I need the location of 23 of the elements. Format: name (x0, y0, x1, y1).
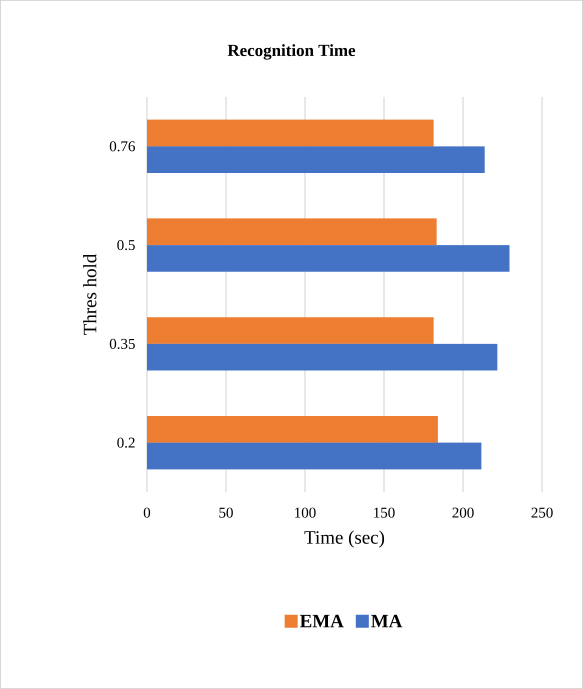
x-tick-label: 250 (532, 508, 553, 518)
bar (146, 344, 498, 371)
x-tick-label: 150 (374, 508, 395, 518)
y-tick-label: 0.5 (117, 240, 135, 250)
x-tick-label: 100 (295, 508, 316, 518)
legend-label: EMA (300, 614, 344, 628)
bar (146, 416, 438, 443)
bar (146, 120, 434, 146)
bar (146, 146, 485, 173)
y-axis-title: Thres hold (83, 254, 96, 335)
bar (146, 442, 482, 470)
x-tick-label: 0 (144, 508, 150, 518)
bar (146, 218, 437, 246)
legend-label: MA (371, 614, 402, 628)
y-tick-label: 0.2 (117, 438, 135, 448)
y-tick-label: 0.35 (110, 338, 135, 349)
x-tick-label: 200 (452, 508, 474, 518)
x-axis-title: Time (sec) (304, 530, 384, 548)
bar (146, 317, 434, 344)
chart-title: Recognition Time (228, 44, 356, 60)
bar (146, 245, 510, 272)
y-tick-label: 0.76 (110, 141, 135, 152)
x-tick-label: 50 (219, 508, 233, 518)
